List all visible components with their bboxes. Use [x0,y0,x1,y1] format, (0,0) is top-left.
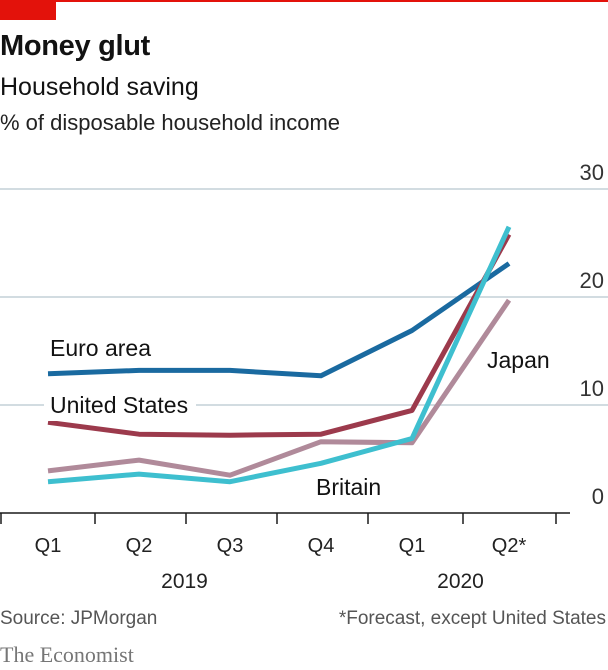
x-tick-label: Q3 [217,535,244,557]
y-tick-label: 10 [580,376,604,401]
x-tick-label: Q1 [399,535,426,557]
series-line-britain [47,225,512,485]
y-tick-label: 30 [580,160,604,185]
source-note: Source: JPMorgan [0,608,158,629]
x-tick-label: Q2 [126,535,153,557]
x-axis: Q1 Q2 Q3 Q4 Q1 Q2* 2019 2020 [0,512,570,593]
year-label: 2019 [161,570,208,593]
x-tick-label: Q1 [35,535,62,557]
chart-title: Money glut [0,30,151,62]
series-lines [47,225,512,485]
x-tick-label: Q2* [492,535,527,557]
year-label: 2020 [437,570,484,593]
series-label-euro-area: Euro area [50,335,151,361]
series-label-united-states: United States [50,392,188,418]
series-label-britain: Britain [316,474,381,500]
y-tick-label: 0 [592,484,604,509]
forecast-note: *Forecast, except United States [338,608,606,629]
chart-area: 0 10 20 30 Q1 Q2 Q3 Q4 Q1 Q2* 2019 2020 Euro area U… [0,160,608,593]
label-halo [44,389,196,421]
series-line-united-states [47,233,512,438]
economist-logo: The Economist [0,642,134,667]
chart-subtitle: Household saving [0,73,199,101]
series-label-japan: Japan [487,347,550,373]
series-line-euro-area [47,261,511,379]
x-tick-label: Q4 [308,535,335,557]
chart-unit: % of disposable household income [0,110,341,135]
series-line-japan [47,298,512,478]
labels: Euro area United States Japan Britain [44,335,550,500]
y-tick-label: 20 [580,268,604,293]
brand-tab [0,0,56,20]
top-rule [0,0,608,2]
